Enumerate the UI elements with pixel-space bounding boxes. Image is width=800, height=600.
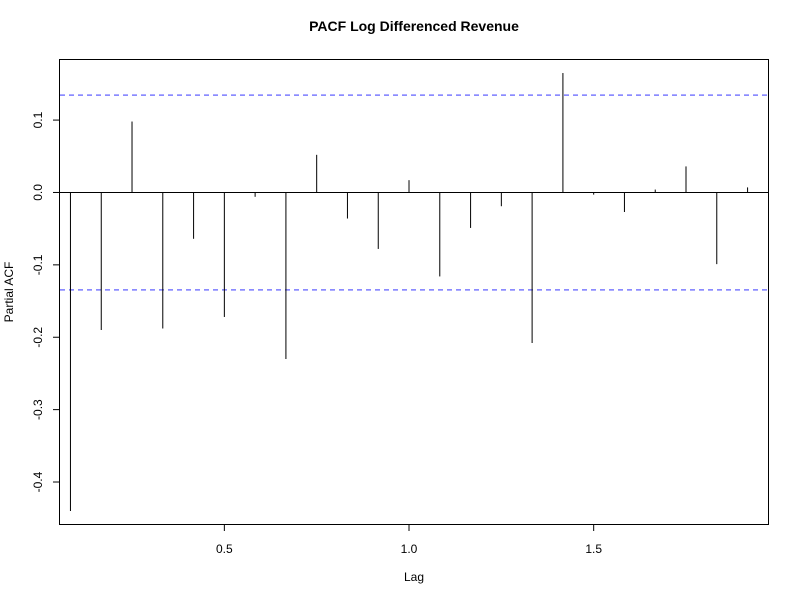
y-axis-label: Partial ACF [2, 262, 16, 323]
x-tick-label: 1.5 [585, 542, 602, 556]
confidence-bounds [60, 94, 768, 291]
y-tick-label: 0.1 [31, 111, 45, 128]
x-axis-label: Lag [404, 570, 424, 584]
chart-title: PACF Log Differenced Revenue [309, 18, 519, 34]
y-tick-label: -0.1 [31, 254, 45, 275]
x-axis: 0.5 1.0 1.5 [216, 524, 602, 556]
x-tick-label: 1.0 [401, 542, 418, 556]
y-axis: -0.4 -0.3 -0.2 -0.1 0.0 0.1 [31, 111, 60, 492]
y-tick-label: 0.0 [31, 184, 45, 201]
pacf-spikes [69, 73, 749, 511]
x-tick-label: 0.5 [216, 542, 233, 556]
y-tick-label: -0.3 [31, 399, 45, 420]
plot-frame [59, 59, 769, 525]
y-tick-label: -0.4 [31, 471, 45, 492]
y-tick-label: -0.2 [31, 327, 45, 348]
